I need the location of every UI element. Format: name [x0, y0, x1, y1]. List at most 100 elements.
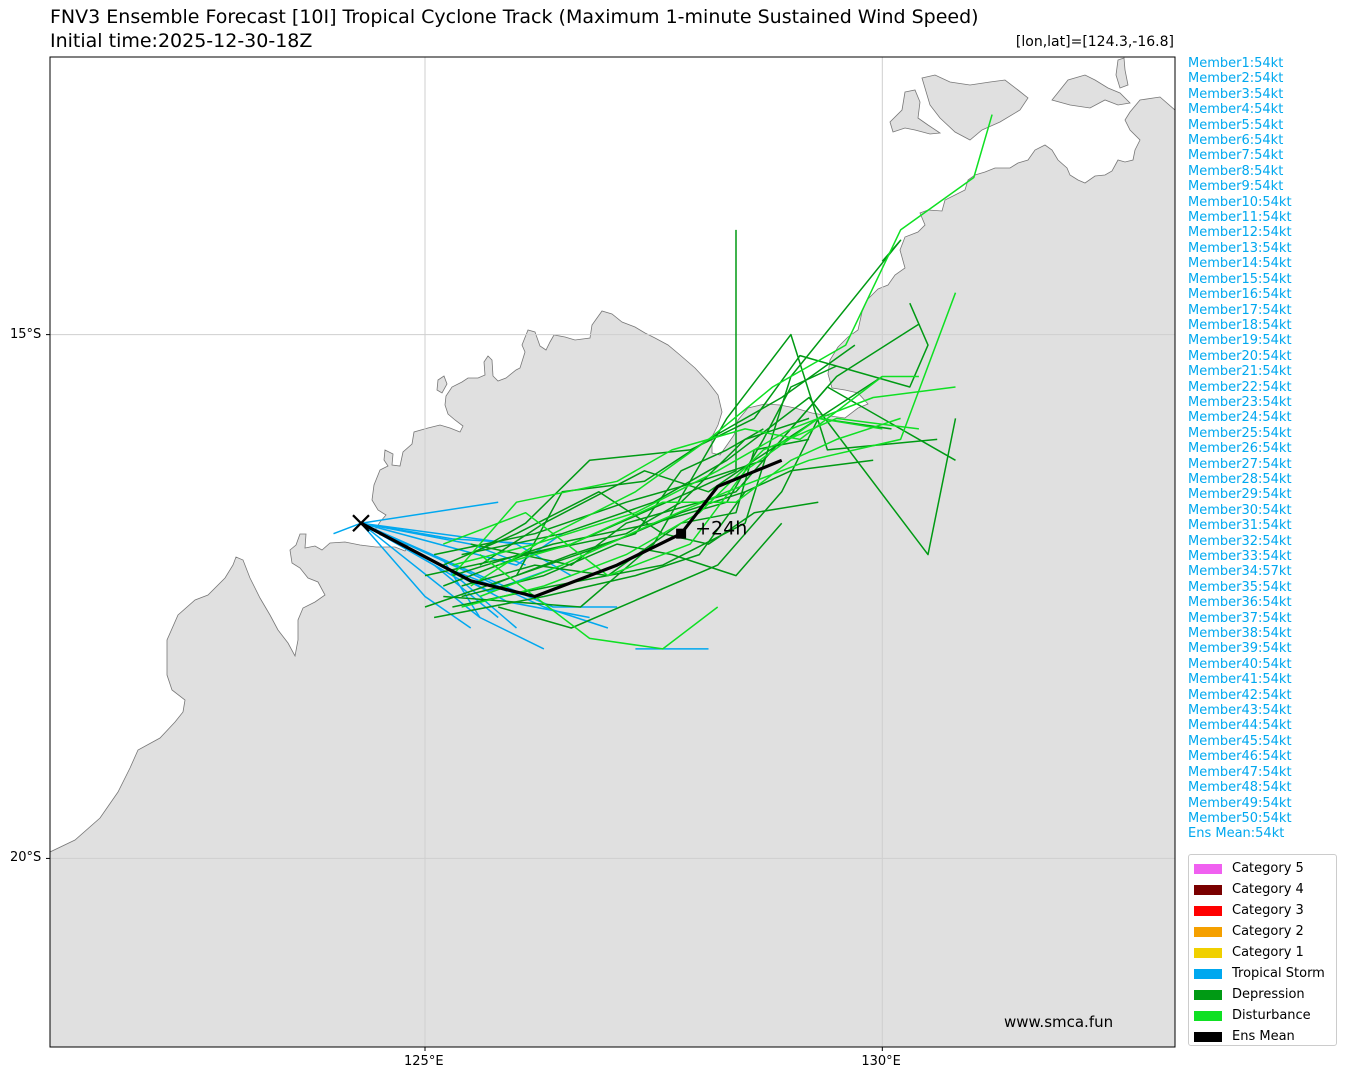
depression-track-7	[443, 333, 938, 608]
lon-tick-label: 125°E	[404, 1054, 444, 1069]
tropical_storm-track-4	[333, 522, 362, 535]
member-entry: Member40:54kt	[1188, 656, 1292, 672]
depression-track-2	[433, 491, 746, 619]
plot-frame	[49, 56, 1176, 1048]
legend-item: Category 4	[1194, 879, 1336, 900]
member-intensity-list: Member1:54kt Member2:54kt Member3:54kt Memb…	[1188, 56, 1347, 842]
disturbance-track-2	[470, 114, 993, 587]
legend-swatch	[1194, 863, 1222, 874]
depression-track-11	[470, 302, 929, 556]
member-entry: Member35:54kt	[1188, 579, 1292, 595]
legend-swatch	[1194, 968, 1222, 979]
legend-item: Ens Mean	[1194, 1026, 1336, 1047]
member-entry: Member6:54kt	[1188, 133, 1284, 149]
member-entry: Member28:54kt	[1188, 471, 1292, 487]
legend-swatch	[1194, 926, 1222, 937]
depression-track-16	[461, 522, 783, 598]
member-entry: Member4:54kt	[1188, 102, 1284, 118]
member-entry: Member25:54kt	[1188, 425, 1292, 441]
member-entry: Member10:54kt	[1188, 194, 1292, 210]
member-entry: Member29:54kt	[1188, 487, 1292, 503]
member-entry: Member36:54kt	[1188, 595, 1292, 611]
legend-item: Category 3	[1194, 900, 1336, 921]
mean-24h-marker	[676, 528, 687, 539]
disturbance-track-5	[451, 375, 919, 577]
land-island-tiny	[436, 375, 448, 394]
disturbance-track-1	[479, 292, 957, 598]
legend-label: Category 3	[1232, 903, 1304, 918]
member-entry: Member34:57kt	[1188, 564, 1292, 580]
tropical_storm-track-13	[360, 522, 563, 566]
member-entry: Member24:54kt	[1188, 410, 1292, 426]
disturbance-track-3	[443, 417, 883, 577]
member-entry: Member33:54kt	[1188, 549, 1292, 564]
member-entry: Member50:54kt	[1188, 810, 1292, 826]
legend-item: Category 5	[1194, 858, 1336, 879]
mean-track-line	[360, 458, 783, 599]
depression-track-17	[488, 428, 764, 587]
member-entry: Member47:54kt	[1188, 764, 1292, 780]
member-entry: Member41:54kt	[1188, 672, 1292, 688]
land-peninsula-north	[1051, 74, 1131, 109]
legend-label: Ens Mean	[1232, 1029, 1295, 1044]
member-entry: Member21:54kt	[1188, 364, 1292, 380]
legend-label: Tropical Storm	[1232, 966, 1325, 981]
lon-tick-label: 130°E	[861, 1054, 901, 1069]
member-entry: Member30:54kt	[1188, 502, 1292, 518]
member-entry: Member32:54kt	[1188, 533, 1292, 549]
member-tracks	[333, 114, 993, 650]
member-entry: Member26:54kt	[1188, 441, 1292, 457]
legend-label: Disturbance	[1232, 1008, 1311, 1023]
member-entry: Member8:54kt	[1188, 163, 1284, 179]
member-entry: Member44:54kt	[1188, 718, 1292, 734]
legend: Category 5 Category 4 Category 3 Category 2…	[1188, 854, 1337, 1046]
legend-swatch	[1194, 1010, 1222, 1021]
legend-swatch	[1194, 905, 1222, 916]
member-entry: Member27:54kt	[1188, 456, 1292, 472]
member-entry: Member14:54kt	[1188, 256, 1292, 272]
member-entry: Member17:54kt	[1188, 302, 1292, 318]
legend-item: Category 1	[1194, 942, 1336, 963]
tropical_storm-track-5	[360, 501, 499, 524]
member-entry: Member15:54kt	[1188, 271, 1292, 287]
legend-swatch	[1194, 989, 1222, 1000]
legend-item: Depression	[1194, 984, 1336, 1005]
member-entry: Member11:54kt	[1188, 210, 1292, 226]
member-entry: Member43:54kt	[1188, 703, 1292, 719]
chart-subtitle: Initial time:2025-12-30-18Z	[50, 30, 313, 52]
land-island-bathurst	[889, 89, 942, 135]
legend-swatch	[1194, 1031, 1222, 1042]
member-entry: Member7:54kt	[1188, 148, 1284, 164]
member-entry: Member5:54kt	[1188, 117, 1284, 133]
chart-title: FNV3 Ensemble Forecast [10I] Tropical Cy…	[50, 6, 979, 28]
member-entry: Member18:54kt	[1188, 317, 1292, 333]
member-entry: Member20:54kt	[1188, 348, 1292, 364]
member-entry: Member45:54kt	[1188, 733, 1292, 749]
legend-item: Tropical Storm	[1194, 963, 1336, 984]
member-entry: Member1:54kt	[1188, 56, 1284, 71]
member-entry: Member9:54kt	[1188, 179, 1284, 195]
land-island-melville	[921, 74, 1029, 141]
member-entry: Member39:54kt	[1188, 641, 1292, 657]
land-island-small	[1115, 57, 1129, 89]
disturbance-track-0	[452, 386, 956, 566]
position-readout: [lon,lat]=[124.3,-16.8]	[1015, 34, 1174, 50]
member-entry: Member31:54kt	[1188, 518, 1292, 534]
member-entry: Member2:54kt	[1188, 71, 1284, 87]
initial-position-marker	[352, 514, 370, 532]
axis-ticks	[46, 334, 883, 1051]
legend-label: Depression	[1232, 987, 1305, 1002]
legend-label: Category 4	[1232, 882, 1304, 897]
tropical_storm-track-9	[360, 522, 572, 577]
member-entry: Member16:54kt	[1188, 287, 1292, 303]
tropical_storm-track-15	[360, 522, 535, 545]
member-entry: Member38:54kt	[1188, 626, 1292, 642]
depression-track-14	[433, 323, 920, 556]
lat-tick-label: 20°S	[10, 850, 42, 866]
depression-track-15	[515, 344, 856, 576]
member-entry: Member19:54kt	[1188, 333, 1292, 349]
tropical_storm-track-14	[360, 522, 545, 650]
member-entry: Member12:54kt	[1188, 225, 1292, 241]
depression-track-3	[461, 396, 957, 556]
